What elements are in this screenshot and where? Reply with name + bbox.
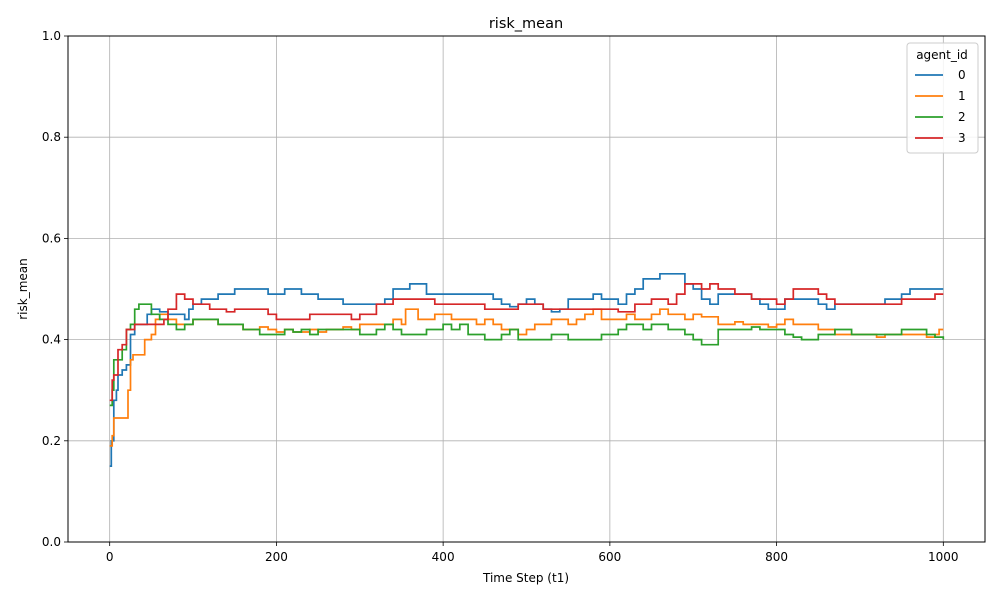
legend: agent_id 0 1 2 3: [906, 42, 979, 154]
series-line-agent-2: [109, 303, 945, 407]
x-tick-label: 200: [265, 550, 288, 564]
x-tick-label: 1000: [928, 550, 959, 564]
y-tick-label: 0.2: [42, 434, 61, 448]
legend-title: agent_id: [916, 48, 968, 62]
legend-box: [906, 42, 979, 154]
x-axis-label: Time Step (t1): [482, 571, 569, 585]
chart-title: risk_mean: [489, 16, 563, 32]
x-tick-label: 0: [106, 550, 114, 564]
x-tick-label: 800: [765, 550, 788, 564]
legend-label-2: 2: [958, 110, 966, 124]
y-tick-label: 0.0: [42, 535, 61, 549]
series-line-agent-3: [109, 283, 944, 402]
x-tick-label: 400: [432, 550, 455, 564]
y-tick-label: 0.6: [42, 231, 61, 245]
legend-items: 0 1 2 3: [915, 68, 966, 145]
legend-label-0: 0: [958, 68, 966, 82]
series-lines: [109, 272, 945, 467]
legend-label-3: 3: [958, 131, 966, 145]
y-axis-label: risk_mean: [16, 258, 30, 320]
x-tick-label: 600: [598, 550, 621, 564]
y-tick-label: 1.0: [42, 29, 61, 43]
axis-ticks: 0 200 400 600 800 1000 0.0 0.2 0.4 0.6 0.8 1.0: [42, 29, 959, 564]
y-tick-label: 0.4: [42, 333, 61, 347]
legend-label-1: 1: [958, 89, 966, 103]
plot-frame: [67, 35, 986, 543]
y-tick-label: 0.8: [42, 130, 61, 144]
